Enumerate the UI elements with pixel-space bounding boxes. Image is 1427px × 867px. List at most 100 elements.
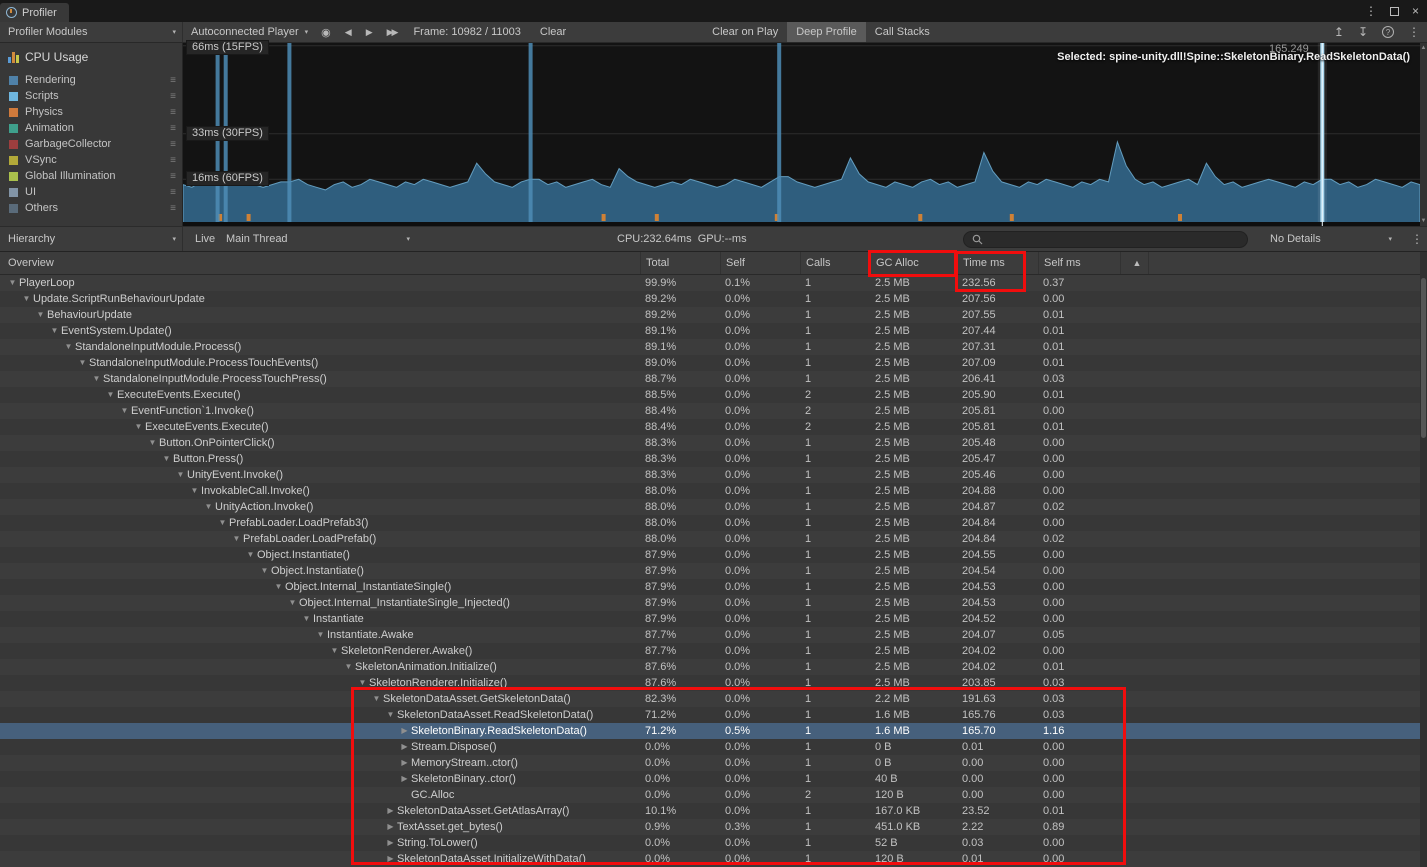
collapse-icon[interactable]: ▼ [92,374,101,383]
tree-row[interactable]: ▼ SkeletonDataAsset.GetSkeletonData() 82.3… [0,691,1420,707]
drag-handle-icon[interactable]: ≡ [170,90,176,102]
collapse-icon[interactable]: ▼ [134,422,143,431]
view-mode-dropdown[interactable]: Hierarchy ▾ [0,227,183,251]
tree-row[interactable]: ▼ UnityEvent.Invoke() 88.3% 0.0% 1 2.5 MB 205.… [0,467,1420,483]
tree-row[interactable]: ▶ SkeletonDataAsset.InitializeWithData() 0… [0,851,1420,867]
deep-profile-toggle[interactable]: Deep Profile [787,22,866,42]
legend-item-ui[interactable]: UI ≡ [0,184,182,200]
tree-row[interactable]: ▼ ExecuteEvents.Execute() 88.4% 0.0% 2 2.5 MB… [0,419,1420,435]
collapse-icon[interactable]: ▼ [64,342,73,351]
expand-icon[interactable]: ▶ [387,854,394,863]
expand-icon[interactable]: ▶ [401,742,408,751]
collapse-icon[interactable]: ▼ [148,438,157,447]
tree-row[interactable]: ▶ SkeletonBinary.ReadSkeletonData() 71.2% 0… [0,723,1420,739]
vertical-scrollbar[interactable] [1420,252,1427,867]
tree-row[interactable]: ▼ PrefabLoader.LoadPrefab() 88.0% 0.0% 1 2.5 … [0,531,1420,547]
collapse-icon[interactable]: ▼ [162,454,171,463]
prev-frame-button[interactable]: ◀ [344,26,352,37]
expand-icon[interactable]: ▶ [401,774,408,783]
modules-scrollbar[interactable]: ▲ ▼ [1420,43,1427,226]
close-icon[interactable]: × [1411,4,1419,18]
tree-row[interactable]: ▶ TextAsset.get_bytes() 0.9% 0.3% 1 451.0 KB 2… [0,819,1420,835]
drag-handle-icon[interactable]: ≡ [170,106,176,118]
record-button[interactable]: ◉ [321,26,331,39]
column-header-total[interactable]: Total [640,252,720,274]
tree-row[interactable]: ▶ SkeletonBinary..ctor() 0.0% 0.0% 1 40 B 0.00… [0,771,1420,787]
collapse-icon[interactable]: ▼ [330,646,339,655]
thread-dropdown[interactable]: Main Thread ▾ [218,227,416,251]
load-profile-icon[interactable]: ↥ [1333,25,1344,39]
collapse-icon[interactable]: ▼ [288,598,297,607]
drag-handle-icon[interactable]: ≡ [170,74,176,86]
tree-row[interactable]: ▼ UnityAction.Invoke() 88.0% 0.0% 1 2.5 MB 204… [0,499,1420,515]
collapse-icon[interactable]: ▼ [260,566,269,575]
tree-row[interactable]: ▼ Button.OnPointerClick() 88.3% 0.0% 1 2.5 MB… [0,435,1420,451]
call-stacks-dropdown[interactable]: Call Stacks [874,26,930,38]
details-dropdown[interactable]: No Details ▾ [1262,227,1398,251]
cpu-usage-module-header[interactable]: CPU Usage [0,43,182,70]
save-profile-icon[interactable]: ↧ [1357,25,1368,39]
tree-row[interactable]: ▼ StandaloneInputModule.ProcessTouchPress… [0,371,1420,387]
collapse-icon[interactable]: ▼ [274,582,283,591]
collapse-icon[interactable]: ▼ [246,550,255,559]
tree-row[interactable]: ▶ Stream.Dispose() 0.0% 0.0% 1 0 B 0.01 0.00 [0,739,1420,755]
tree-row[interactable]: ▼ StandaloneInputModule.Process() 89.1% 0.0… [0,339,1420,355]
next-frame-button[interactable]: ▶ [365,26,373,37]
collapse-icon[interactable]: ▼ [316,630,325,639]
expand-icon[interactable]: ▶ [401,726,408,735]
scroll-down-icon[interactable]: ▼ [1420,218,1427,224]
legend-item-scripts[interactable]: Scripts ≡ [0,88,182,104]
tree-row[interactable]: ▼ SkeletonAnimation.Initialize() 87.6% 0.0%… [0,659,1420,675]
tree-row[interactable]: ▼ Instantiate.Awake 87.7% 0.0% 1 2.5 MB 204.07… [0,627,1420,643]
cpu-chart-area[interactable]: 66ms (15FPS) 33ms (30FPS) 16ms (60FPS) 1… [183,40,1420,226]
collapse-icon[interactable]: ▼ [358,678,367,687]
expand-icon[interactable]: ▶ [387,822,394,831]
profiler-modules-dropdown[interactable]: Profiler Modules ▾ [0,22,183,42]
tree-row[interactable]: ▼ BehaviourUpdate 89.2% 0.0% 1 2.5 MB 207.55 0.… [0,307,1420,323]
legend-item-physics[interactable]: Physics ≡ [0,104,182,120]
tree-row[interactable]: ▼ PlayerLoop 99.9% 0.1% 1 2.5 MB 232.56 0.37 [0,275,1420,291]
column-header-time-ms[interactable]: Time ms [955,252,1038,274]
clear-on-play-toggle[interactable]: Clear on Play [712,26,779,38]
drag-handle-icon[interactable]: ≡ [170,138,176,150]
clear-button[interactable]: Clear [539,26,567,38]
tree-row[interactable]: ▶ MemoryStream..ctor() 0.0% 0.0% 1 0 B 0.00 0.0… [0,755,1420,771]
legend-item-animation[interactable]: Animation ≡ [0,120,182,136]
tree-row[interactable]: ▼ Object.Instantiate() 87.9% 0.0% 1 2.5 MB 204… [0,547,1420,563]
collapse-icon[interactable]: ▼ [50,326,59,335]
target-dropdown[interactable]: Autoconnected Player ▾ [183,22,314,42]
tree-row[interactable]: ▼ Button.Press() 88.3% 0.0% 1 2.5 MB 205.47 0.0… [0,451,1420,467]
legend-item-others[interactable]: Others ≡ [0,200,182,216]
scrollbar-thumb[interactable] [1421,278,1426,438]
drag-handle-icon[interactable]: ≡ [170,154,176,166]
legend-item-vsync[interactable]: VSync ≡ [0,152,182,168]
column-header-gc-alloc[interactable]: GC Alloc [868,252,955,274]
collapse-icon[interactable]: ▼ [302,614,311,623]
tab-profiler[interactable]: Profiler [0,3,69,22]
column-header-self-ms[interactable]: Self ms [1038,252,1120,274]
tree-row[interactable]: ▼ EventFunction`1.Invoke() 88.4% 0.0% 2 2.5 M… [0,403,1420,419]
column-header-overview[interactable]: Overview [8,257,54,269]
tree-row[interactable]: ▼ PrefabLoader.LoadPrefab3() 88.0% 0.0% 1 2.5… [0,515,1420,531]
tree-row[interactable]: GC.Alloc 0.0% 0.0% 2 120 B 0.00 0.00 [0,787,1420,803]
collapse-icon[interactable]: ▼ [204,502,213,511]
collapse-icon[interactable]: ▼ [22,294,31,303]
sort-arrow-icon[interactable]: ▲ [1120,252,1148,274]
collapse-icon[interactable]: ▼ [190,486,199,495]
search-input[interactable] [988,233,1239,246]
collapse-icon[interactable]: ▼ [8,278,17,287]
toolbar-menu-icon[interactable]: ⋮ [1408,25,1420,39]
tree-row[interactable]: ▶ SkeletonDataAsset.GetAtlasArray() 10.1% 0… [0,803,1420,819]
tree-row[interactable]: ▼ StandaloneInputModule.ProcessTouchEvent… [0,355,1420,371]
expand-icon[interactable]: ▶ [401,758,408,767]
hierarchy-menu-icon[interactable]: ⋮ [1411,232,1423,246]
legend-item-global-illumination[interactable]: Global Illumination ≡ [0,168,182,184]
collapse-icon[interactable]: ▼ [36,310,45,319]
tree-row[interactable]: ▼ SkeletonRenderer.Initialize() 87.6% 0.0% 1… [0,675,1420,691]
column-header-calls[interactable]: Calls [800,252,868,274]
collapse-icon[interactable]: ▼ [344,662,353,671]
legend-item-garbagecollector[interactable]: GarbageCollector ≡ [0,136,182,152]
maximize-icon[interactable] [1389,6,1399,16]
tree-row[interactable]: ▶ String.ToLower() 0.0% 0.0% 1 52 B 0.03 0.00 [0,835,1420,851]
legend-item-rendering[interactable]: Rendering ≡ [0,72,182,88]
